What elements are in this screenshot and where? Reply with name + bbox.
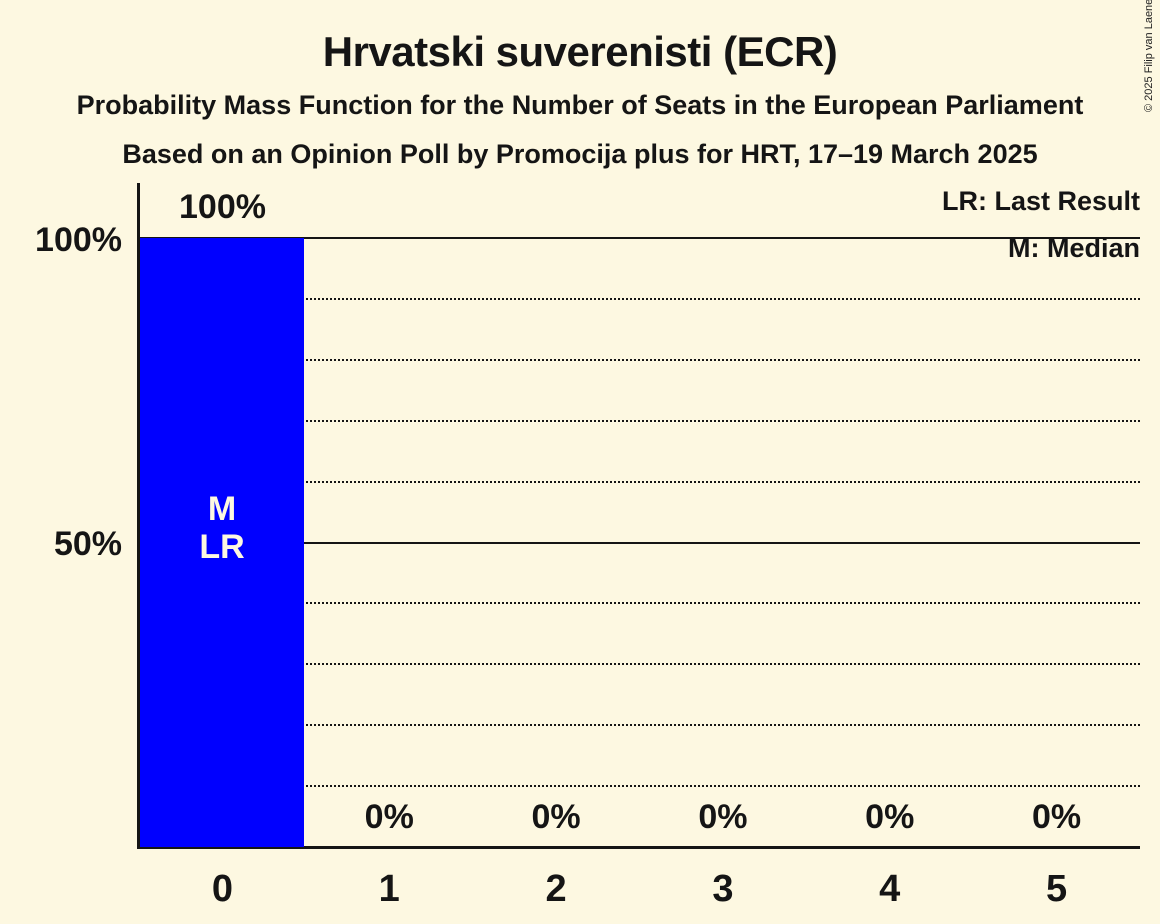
gridline-40pct bbox=[139, 602, 1140, 605]
bar-value-label-2: 0% bbox=[531, 798, 581, 836]
bar-seat-0: M LR bbox=[140, 238, 304, 847]
gridline-30pct bbox=[139, 663, 1140, 666]
y-axis-line bbox=[137, 183, 140, 849]
y-axis-label-100: 100% bbox=[35, 221, 122, 259]
x-tick-1: 1 bbox=[378, 868, 400, 910]
bar-value-spacer bbox=[139, 798, 306, 837]
median-marker: M bbox=[207, 490, 237, 528]
gridline-100pct bbox=[139, 237, 1140, 239]
zero-value-labels-row: 0% 0% 0% 0% 0% bbox=[139, 798, 1140, 837]
legend-last-result: LR: Last Result bbox=[941, 186, 1140, 216]
bar-median-lastresult-annotation: M LR bbox=[140, 490, 304, 566]
gridline-80pct bbox=[139, 358, 1140, 361]
x-axis-line bbox=[137, 846, 1140, 849]
gridline-10pct bbox=[139, 785, 1140, 788]
x-tick-2: 2 bbox=[545, 868, 567, 910]
chart-poll-source: Based on an Opinion Poll by Promocija pl… bbox=[122, 139, 1038, 169]
x-axis-tick-labels: 0 1 2 3 4 5 bbox=[139, 868, 1140, 911]
bar-value-label-3: 0% bbox=[698, 798, 748, 836]
chart-title: Hrvatski suverenisti (ECR) bbox=[322, 28, 838, 75]
x-tick-4: 4 bbox=[879, 868, 901, 910]
copyright-text: © 2025 Filip van Laenen bbox=[1143, 0, 1155, 112]
y-axis-label-50: 50% bbox=[53, 525, 122, 563]
gridline-90pct bbox=[139, 297, 1140, 300]
gridline-20pct bbox=[139, 724, 1140, 727]
gridline-60pct bbox=[139, 480, 1140, 483]
x-tick-0: 0 bbox=[211, 868, 233, 910]
bar-value-label-0: 100% bbox=[179, 188, 266, 226]
chart-subtitle: Probability Mass Function for the Number… bbox=[76, 90, 1084, 120]
plot-inner: M LR 0% 0% 0% 0% 0% bbox=[139, 237, 1140, 847]
bar-value-label-4: 0% bbox=[865, 798, 915, 836]
bar-value-label-5: 0% bbox=[1031, 798, 1082, 836]
x-tick-5: 5 bbox=[1045, 868, 1068, 910]
bar-value-label-1: 0% bbox=[364, 798, 414, 836]
last-result-marker: LR bbox=[199, 528, 245, 566]
x-tick-3: 3 bbox=[712, 868, 734, 910]
gridline-70pct bbox=[139, 419, 1140, 422]
gridline-50pct bbox=[139, 541, 1140, 544]
